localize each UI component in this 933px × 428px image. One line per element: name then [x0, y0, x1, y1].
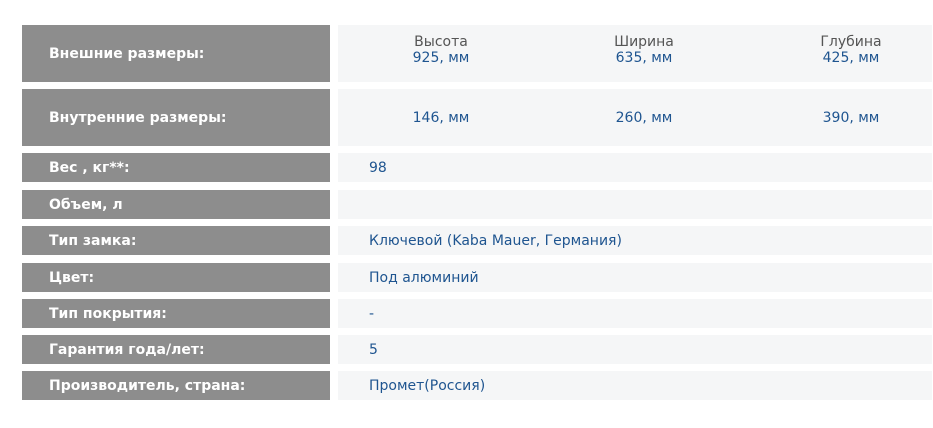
spec-label: Производитель, страна: [22, 371, 330, 400]
spec-label: Тип замка: [22, 226, 330, 255]
spec-row: Тип покрытия: - [22, 299, 932, 328]
spec-row-outer: Внешние размеры: Высота 925, мм Ширина 635… [22, 25, 932, 82]
spec-label: Объем, л [22, 190, 330, 219]
spec-label: Внутренние размеры: [22, 89, 330, 146]
spec-value: Под алюминий [338, 263, 932, 292]
spec-row: Тип замка: Ключевой (Kaba Mauer, Германия… [22, 226, 932, 255]
spec-label: Тип покрытия: [22, 299, 330, 328]
spec-row: Гарантия года/лет: 5 [22, 335, 932, 364]
spec-value: - [338, 299, 932, 328]
dim-width: 260, мм [615, 109, 673, 126]
dim-depth: 390, мм [822, 109, 880, 126]
spec-value [338, 190, 932, 219]
spec-row-inner: Внутренние размеры: 146, мм 260, мм 390,… [22, 89, 932, 146]
spec-label: Внешние размеры: [22, 25, 330, 82]
spec-value: Высота 925, мм Ширина 635, мм Глубина 425, … [338, 25, 932, 82]
spec-label: Цвет: [22, 263, 330, 292]
spec-label: Гарантия года/лет: [22, 335, 330, 364]
spec-row: Вес , кг**: 98 [22, 153, 932, 182]
spec-label: Вес , кг**: [22, 153, 330, 182]
spec-row: Цвет: Под алюминий [22, 263, 932, 292]
spec-value: Ключевой (Kaba Mauer, Германия) [338, 226, 932, 255]
spec-value: Промет(Россия) [338, 371, 932, 400]
dim-width: Ширина 635, мм [614, 34, 674, 66]
dim-depth: Глубина 425, мм [820, 34, 882, 66]
spec-row: Производитель, страна: Промет(Россия) [22, 371, 932, 400]
spec-row: Объем, л [22, 190, 932, 219]
spec-value: 5 [338, 335, 932, 364]
spec-value: 98 [338, 153, 932, 182]
spec-value: 146, мм 260, мм 390, мм [338, 89, 932, 146]
dim-height: Высота 925, мм [412, 34, 470, 66]
dim-height: 146, мм [412, 109, 470, 126]
